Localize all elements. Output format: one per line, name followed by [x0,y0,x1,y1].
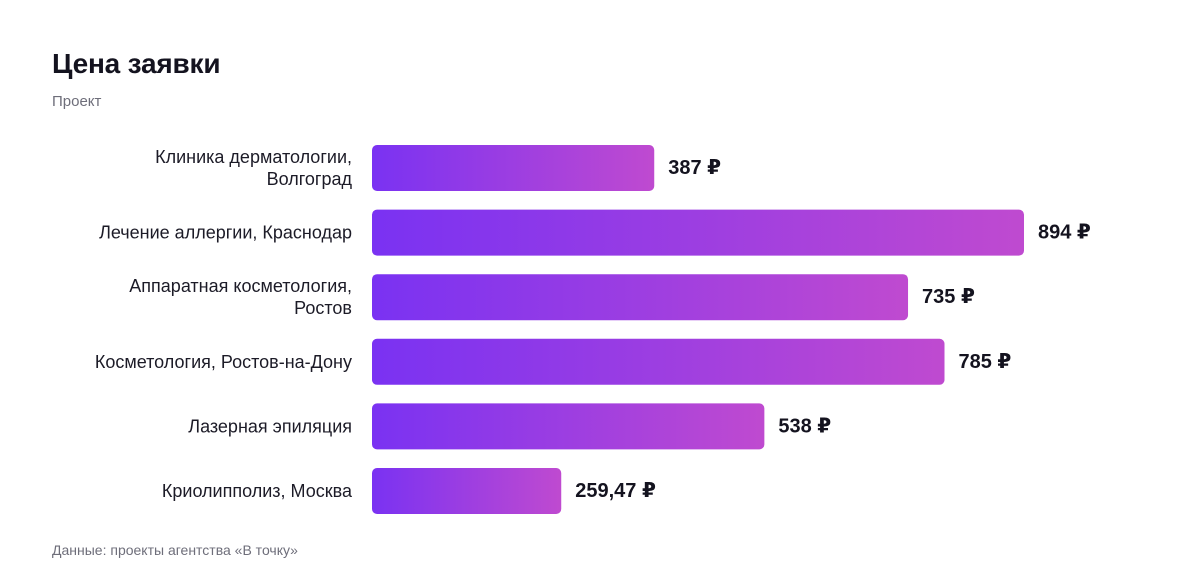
category-label: Лазерная эпиляция [188,416,352,436]
category-label: Косметология, Ростов-на-Дону [95,352,352,372]
bar [372,209,1024,256]
source-note: Данные: проекты агентства «В точку» [52,542,298,558]
value-label: 259,47 ₽ [575,480,656,502]
bar [372,145,655,191]
bar [372,403,765,450]
bar [372,338,945,385]
category-label: Клиника дерматологии, Волгоград [155,147,352,189]
value-label: 538 ₽ [778,415,831,437]
value-label: 894 ₽ [1038,222,1091,244]
category-label: Лечение аллергии, Краснодар [99,223,352,243]
bar [372,468,562,514]
category-label: Аппаратная косметология, Ростов [129,276,352,318]
chart-title: Цена заявки [52,48,221,79]
chart-subtitle: Проект [52,93,102,110]
value-label: 785 ₽ [959,351,1012,373]
category-label: Криолипполиз, Москва [162,481,353,501]
bars-layer: Клиника дерматологии, Волгоград 387 ₽ Лечен… [95,145,1091,514]
value-label: 735 ₽ [922,286,975,308]
bar [372,274,909,321]
value-label: 387 ₽ [668,157,721,179]
